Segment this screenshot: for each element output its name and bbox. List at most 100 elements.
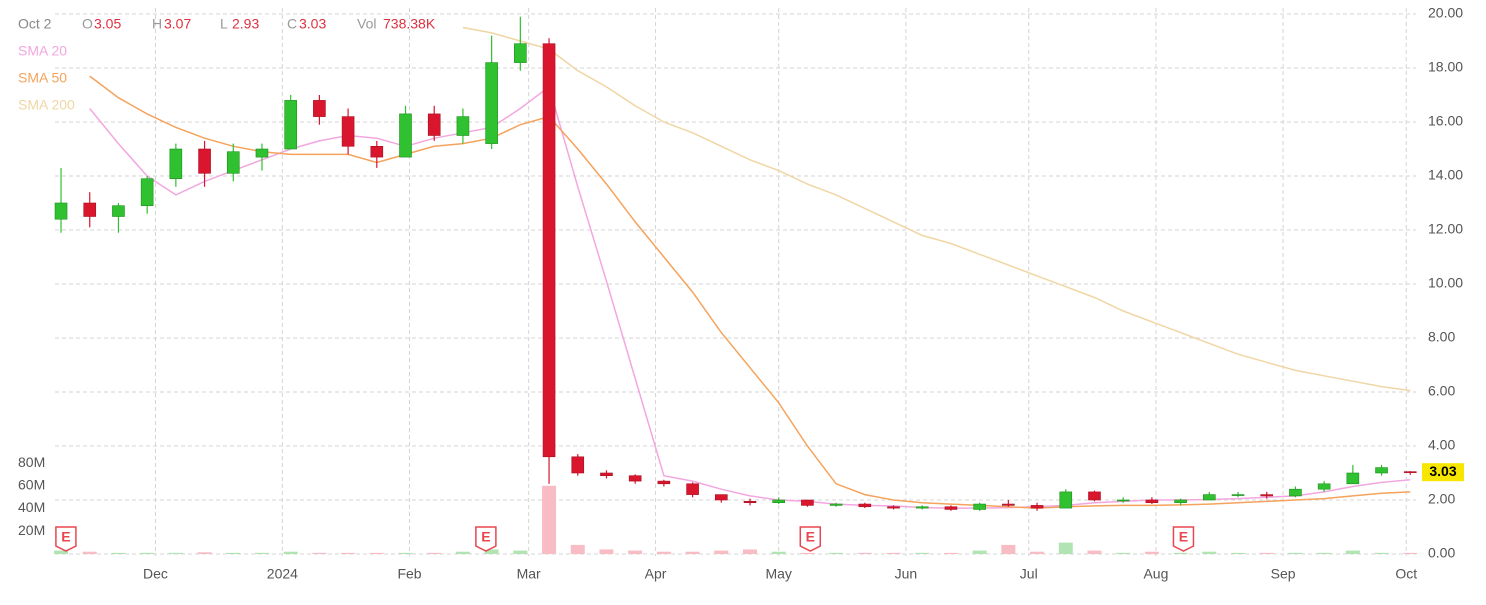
- x-tick-label: 2024: [267, 566, 298, 582]
- y-tick-label: 0.00: [1428, 545, 1455, 561]
- x-tick-label: Sep: [1271, 566, 1296, 582]
- candle-body: [801, 499, 814, 506]
- sma-line: [462, 26, 1411, 392]
- x-tick-label: Mar: [517, 566, 541, 582]
- volume-bar: [341, 552, 356, 554]
- x-tick-label: Aug: [1143, 566, 1168, 582]
- earnings-label: E: [806, 529, 815, 545]
- volume-bar: [972, 550, 987, 554]
- header-text: Oct 2: [18, 16, 52, 32]
- header-text: H: [152, 16, 162, 32]
- candle-body: [571, 456, 585, 474]
- earnings-label: E: [481, 529, 490, 545]
- volume-bar: [140, 552, 155, 554]
- candle-body: [284, 100, 297, 150]
- earnings-marker: [1172, 526, 1195, 552]
- volume-bar: [283, 551, 298, 554]
- legend-entry: SMA 50: [18, 70, 67, 86]
- y-tick-label: 18.00: [1428, 59, 1463, 75]
- volume-bar: [427, 552, 442, 554]
- x-tick-label: Apr: [645, 566, 667, 582]
- candle-body: [1375, 467, 1388, 474]
- header-text: C: [287, 16, 297, 32]
- candle-body: [1174, 499, 1187, 503]
- volume-bar: [1001, 544, 1016, 554]
- candle-body: [399, 113, 412, 158]
- volume-bar: [1403, 552, 1418, 554]
- y-tick-label: 20.00: [1428, 5, 1463, 21]
- legend-entry: SMA 20: [18, 43, 67, 59]
- header-text: Vol: [357, 16, 376, 32]
- earnings-marker: [55, 526, 77, 552]
- volume-bar: [1345, 550, 1360, 554]
- candle-body: [628, 475, 642, 482]
- candle-body: [1231, 494, 1245, 496]
- y-tick-label: 2.00: [1428, 491, 1455, 507]
- candle-body: [169, 148, 183, 180]
- volume-tick-label: 40M: [18, 499, 45, 515]
- candle-body: [772, 499, 786, 503]
- volume-bar: [857, 552, 872, 554]
- volume-bar: [1144, 551, 1159, 554]
- candle-body: [313, 100, 326, 117]
- sma-line: [89, 75, 1411, 509]
- volume-bar: [943, 552, 958, 554]
- volume-bar: [484, 549, 499, 554]
- volume-bar: [226, 552, 241, 554]
- x-tick-label: Jul: [1020, 566, 1038, 582]
- candle-body: [226, 151, 240, 174]
- volume-bar: [599, 549, 614, 554]
- candle-body: [1059, 491, 1073, 509]
- candle-body: [1088, 491, 1101, 501]
- y-tick-label: 8.00: [1428, 329, 1455, 345]
- volume-bar: [312, 552, 327, 554]
- earnings-marker: [475, 526, 497, 552]
- candle-body: [456, 116, 470, 136]
- candle-body: [485, 62, 498, 144]
- volume-tick-label: 80M: [18, 454, 45, 470]
- header-text: 2.93: [232, 16, 259, 32]
- volume-bar: [1116, 552, 1131, 554]
- volume-bar: [369, 552, 384, 554]
- volume-bar: [542, 485, 557, 554]
- candle-body: [657, 480, 671, 485]
- volume-bar: [714, 550, 729, 554]
- candle-body: [1289, 488, 1302, 497]
- candle-body: [140, 178, 154, 206]
- volume-bar: [742, 549, 757, 554]
- x-tick-label: Oct: [1395, 566, 1417, 582]
- candle-body: [944, 506, 958, 510]
- volume-bar: [628, 550, 643, 554]
- candle-body: [915, 506, 929, 509]
- volume-tick-label: 20M: [18, 522, 45, 538]
- volume-bar: [800, 552, 815, 554]
- earnings-label: E: [1179, 529, 1188, 545]
- candle-body: [1030, 505, 1044, 509]
- y-tick-label: 16.00: [1428, 113, 1463, 129]
- sma-line: [89, 85, 1411, 509]
- candle-body: [198, 148, 211, 174]
- x-tick-label: Jun: [895, 566, 918, 582]
- candle-body: [1116, 499, 1130, 502]
- candle-body: [973, 503, 986, 510]
- y-tick-label: 10.00: [1428, 275, 1463, 291]
- legend-entry: SMA 200: [18, 97, 75, 113]
- volume-bar: [1231, 552, 1246, 554]
- candle-body: [54, 202, 68, 220]
- candle-body: [1002, 503, 1015, 506]
- volume-bar: [168, 552, 183, 554]
- volume-bar: [915, 552, 930, 554]
- header-text: O: [82, 16, 93, 32]
- volume-tick-label: 60M: [18, 476, 45, 492]
- volume-bar: [1087, 550, 1102, 554]
- candle-body: [427, 113, 441, 136]
- volume-bar: [1202, 551, 1217, 554]
- x-tick-label: Dec: [143, 566, 168, 582]
- candle-body: [858, 503, 872, 508]
- header-text: 3.03: [299, 16, 326, 32]
- earnings-label: E: [61, 529, 70, 545]
- candle-body: [829, 503, 843, 506]
- header-text: 3.05: [94, 16, 121, 32]
- header-text: 3.07: [164, 16, 191, 32]
